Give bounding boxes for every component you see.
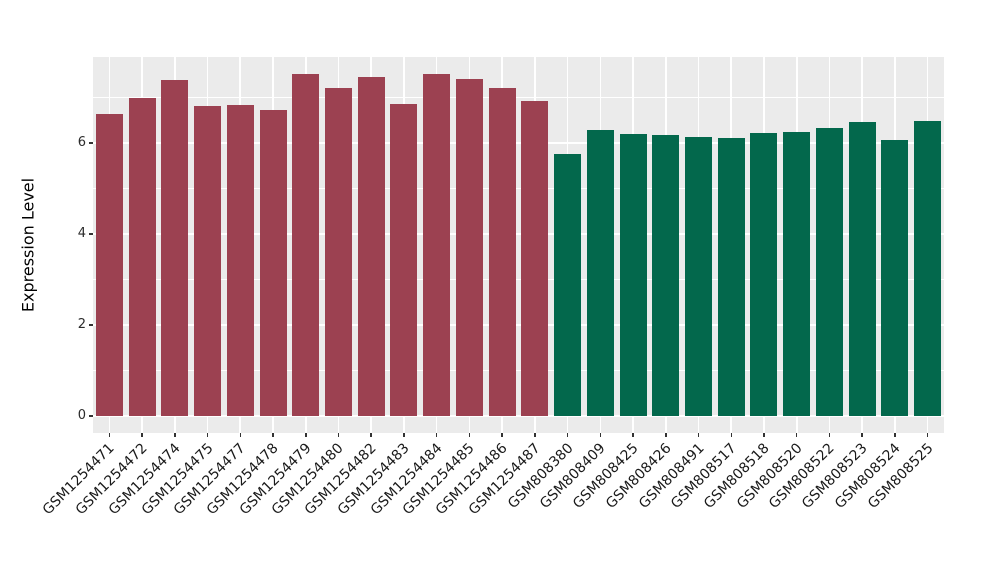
bar-GSM808380 [554, 154, 582, 416]
bar-GSM1254487 [521, 100, 549, 416]
bar-GSM808518 [750, 133, 778, 416]
bar-GSM1254471 [95, 114, 123, 416]
minor-gridline [93, 97, 944, 98]
bar-GSM1254484 [423, 73, 451, 416]
bar-GSM1254474 [161, 80, 189, 416]
bar-GSM1254477 [226, 104, 254, 416]
x-tick-mark [763, 433, 765, 437]
plot-panel [93, 57, 944, 433]
bar-GSM808426 [652, 135, 680, 416]
y-tick-mark [88, 142, 93, 144]
minor-gridline [93, 188, 944, 189]
bar-GSM1254475 [194, 105, 222, 416]
x-tick-mark [697, 433, 700, 437]
x-tick-mark [632, 433, 634, 437]
x-tick-mark [141, 433, 143, 437]
bar-GSM808525 [914, 121, 942, 416]
bar-GSM1254480 [324, 88, 352, 416]
x-tick-mark [435, 433, 438, 437]
x-tick-mark [403, 433, 405, 437]
bar-GSM808520 [783, 132, 811, 416]
bar-GSM808523 [848, 122, 876, 416]
y-tick-label-6: 6 [77, 135, 86, 150]
bar-GSM1254483 [390, 103, 418, 416]
minor-gridline [93, 279, 944, 280]
x-tick-mark [239, 433, 242, 437]
x-tick-mark [599, 433, 602, 437]
bar-GSM808425 [619, 134, 647, 416]
y-tick-label-4: 4 [77, 226, 86, 241]
x-tick-mark [926, 433, 929, 437]
major-gridline [93, 415, 944, 417]
bar-GSM1254472 [128, 97, 156, 416]
x-tick-mark [206, 433, 209, 437]
x-tick-mark [174, 433, 176, 437]
x-tick-mark [108, 433, 111, 437]
bar-GSM808517 [717, 137, 745, 416]
bar-GSM1254479 [292, 73, 320, 416]
y-axis-title: Expression Level [18, 177, 38, 313]
bar-GSM808491 [685, 137, 713, 416]
x-tick-mark [894, 433, 896, 437]
x-tick-mark [272, 433, 274, 437]
x-tick-mark [337, 433, 340, 437]
y-tick-mark [88, 233, 93, 235]
y-tick-label-2: 2 [77, 317, 86, 332]
x-tick-mark [861, 433, 863, 437]
x-tick-mark [828, 433, 831, 437]
x-tick-mark [534, 433, 536, 437]
x-tick-mark [566, 433, 569, 437]
bar-GSM1254485 [455, 78, 483, 416]
x-tick-mark [665, 433, 667, 437]
y-tick-mark [88, 415, 93, 417]
bar-GSM1254482 [357, 76, 385, 416]
x-tick-mark [370, 433, 372, 437]
x-tick-mark [730, 433, 732, 437]
major-gridline [93, 324, 944, 326]
major-gridline [93, 142, 944, 144]
x-tick-mark [305, 433, 307, 437]
y-tick-mark [88, 324, 93, 326]
bar-GSM808409 [586, 129, 614, 416]
x-tick-mark [795, 433, 798, 437]
x-tick-mark [501, 433, 503, 437]
bar-GSM808524 [881, 139, 909, 416]
y-tick-label-0: 0 [77, 408, 86, 423]
bar-GSM808522 [815, 128, 843, 416]
bar-GSM1254486 [488, 87, 516, 416]
bar-GSM1254478 [259, 109, 287, 416]
major-gridline [93, 233, 944, 235]
minor-gridline [93, 370, 944, 371]
x-tick-mark [468, 433, 471, 437]
